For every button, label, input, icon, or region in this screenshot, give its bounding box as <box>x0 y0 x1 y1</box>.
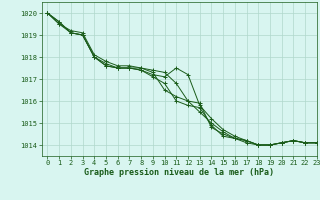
X-axis label: Graphe pression niveau de la mer (hPa): Graphe pression niveau de la mer (hPa) <box>84 168 274 177</box>
